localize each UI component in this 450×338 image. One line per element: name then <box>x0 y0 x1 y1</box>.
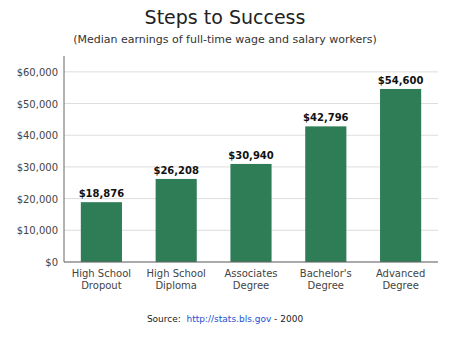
labels: $18,876 $26,208 $30,940 $42,796 $54,600 <box>79 75 424 199</box>
y-tick-label: $40,000 <box>17 130 58 141</box>
x-tick-label: Bachelor'sDegree <box>300 268 352 291</box>
bar <box>380 89 421 262</box>
y-axis: $0 $10,000 $20,000 $30,000 $40,000 $50,000 $60… <box>17 67 438 268</box>
chart: Steps to Success (Median earnings of full… <box>0 0 450 338</box>
annotation: http://stats.bls.gov <box>187 314 272 324</box>
x-tick-label: AdvancedDegree <box>376 268 425 291</box>
bar <box>305 126 346 262</box>
bars <box>81 89 421 262</box>
x-axis-line <box>64 262 438 263</box>
y-tick-label: $60,000 <box>17 67 58 78</box>
y-tick-label: $0 <box>45 257 58 268</box>
subtitle: (Median earnings of full-time wage and s… <box>73 33 377 46</box>
bar <box>156 179 197 262</box>
x-tick-label: AssociatesDegree <box>224 268 277 291</box>
data-label: $26,208 <box>153 165 199 176</box>
data-label: $42,796 <box>303 112 349 123</box>
y-tick-label: $30,000 <box>17 162 58 173</box>
source: Source: http://stats.bls.gov - 2000 <box>147 314 304 324</box>
data-label: $54,600 <box>378 75 424 86</box>
annotation: - 2000 <box>271 314 303 324</box>
grid-line <box>64 262 438 263</box>
x-tick-label: High SchoolDropout <box>72 268 131 291</box>
y-axis-line <box>64 56 65 262</box>
grid-line <box>64 71 438 72</box>
y-tick-label: $50,000 <box>17 99 58 110</box>
annotation: Source: <box>147 314 187 324</box>
bar <box>81 202 122 262</box>
y-tick-label: $10,000 <box>17 225 58 236</box>
data-label: $30,940 <box>228 150 274 161</box>
title: Steps to Success <box>145 6 306 28</box>
x-tick-label: High SchoolDiploma <box>147 268 206 291</box>
bar <box>230 164 271 262</box>
y-tick-label: $20,000 <box>17 194 58 205</box>
x-axis: High SchoolDropout High SchoolDiploma Asso… <box>72 268 426 291</box>
data-label: $18,876 <box>79 188 125 199</box>
